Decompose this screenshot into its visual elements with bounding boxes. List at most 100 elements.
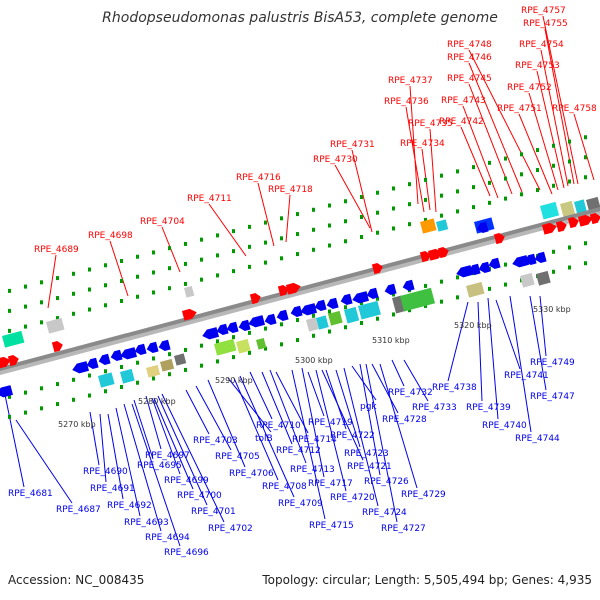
gene-label: RPE_4734 <box>400 139 445 149</box>
tick-mark <box>296 252 299 257</box>
tick-mark <box>40 386 43 391</box>
gene-block <box>256 337 267 350</box>
tick-mark <box>440 279 443 284</box>
leader-line <box>261 371 293 445</box>
tick-mark <box>344 219 347 224</box>
tick-mark <box>88 267 91 272</box>
leader-line <box>123 403 162 532</box>
tick-mark <box>568 159 571 164</box>
gene-label: RPE_4696 <box>164 548 209 558</box>
leader-line <box>99 413 107 483</box>
tick-mark <box>392 186 395 191</box>
leader-line <box>391 359 405 387</box>
tick-mark <box>184 241 187 246</box>
leader-line <box>403 359 429 402</box>
reverse-gene-arrow <box>120 347 138 360</box>
leader-line <box>227 377 272 433</box>
tick-mark <box>8 328 11 333</box>
tick-mark <box>8 414 11 419</box>
gene-label: RPE_4718 <box>268 185 313 195</box>
leader-line <box>365 363 398 523</box>
tick-mark <box>88 307 91 312</box>
gene-block <box>466 281 485 298</box>
tick-label: 5310 kbp <box>372 336 410 345</box>
leader-line <box>477 301 483 402</box>
tick-mark <box>232 335 235 340</box>
reverse-gene-arrow <box>264 313 277 325</box>
leader-line <box>157 395 208 506</box>
leader-line <box>195 385 232 451</box>
tick-mark <box>216 339 219 344</box>
gene-label: RPE_4706 <box>229 469 274 479</box>
gene-block <box>344 306 360 324</box>
tick-mark <box>552 249 555 254</box>
tick-mark <box>424 217 427 222</box>
tick-mark <box>168 372 171 377</box>
tick-mark <box>408 222 411 227</box>
tick-mark <box>120 258 123 263</box>
leader-line <box>89 411 100 466</box>
leader-line <box>161 393 225 523</box>
gene-block <box>45 317 65 334</box>
tick-mark <box>88 287 91 292</box>
gene-label: RPE_4719 <box>308 418 353 428</box>
tick-mark <box>152 376 155 381</box>
tick-mark <box>72 377 75 382</box>
tick-mark <box>200 277 203 282</box>
gene-label: RPE_4736 <box>384 97 429 107</box>
gene-block <box>435 219 449 232</box>
gene-label: RPE_4722 <box>330 431 375 441</box>
gene-label: RPE_4728 <box>382 415 427 425</box>
leader-lines <box>3 15 595 547</box>
tick-label: 5290 kbp <box>215 376 253 385</box>
tick-mark <box>136 294 139 299</box>
tick-mark <box>312 313 315 318</box>
tick-mark <box>536 148 539 153</box>
tick-mark <box>392 312 395 317</box>
tick-mark <box>456 209 459 214</box>
reverse-gene-arrow <box>476 221 489 233</box>
gene-block <box>536 270 551 286</box>
gene-label: RPE_4687 <box>56 505 101 515</box>
tick-mark <box>24 324 27 329</box>
forward-gene-arrow <box>577 214 593 227</box>
gene-block <box>420 218 437 234</box>
tick-mark <box>72 271 75 276</box>
tick-mark <box>232 249 235 254</box>
reverse-gene-arrow <box>402 279 415 291</box>
gene-label: RPE_4714 <box>292 435 337 445</box>
tick-mark <box>248 350 251 355</box>
leader-line <box>307 371 325 417</box>
tick-mark <box>56 296 59 301</box>
tick-mark <box>264 260 267 265</box>
tick-mark <box>472 165 475 170</box>
tick-mark <box>552 183 555 188</box>
tick-mark <box>424 197 427 202</box>
tick-mark <box>88 393 91 398</box>
leader-line <box>269 369 307 464</box>
gene-label: RPE_4727 <box>381 524 426 534</box>
gene-label: RPE_4749 <box>530 358 575 368</box>
leader-line <box>495 299 521 370</box>
gene-label: RPE_4713 <box>290 465 335 475</box>
reverse-gene-arrow <box>534 251 547 263</box>
tick-mark <box>152 290 155 295</box>
reverse-gene-arrow <box>226 321 239 333</box>
gene-label: RPE_4710 <box>256 421 301 431</box>
reverse-gene-arrow <box>524 253 537 265</box>
gene-label: RPE_4711 <box>187 194 232 204</box>
tick-mark <box>168 246 171 251</box>
gene-label: RPE_4757 <box>521 6 566 16</box>
leader-line <box>536 70 565 189</box>
reverse-gene-arrow <box>72 361 90 374</box>
leader-line <box>233 377 279 481</box>
leader-line <box>539 295 547 357</box>
gene-label: RPE_4716 <box>236 173 281 183</box>
gene-label: RPE_4697 <box>145 451 190 461</box>
accession-label: Accession: NC_008435 <box>8 573 145 587</box>
tick-mark <box>296 232 299 237</box>
gene-label: RPE_4720 <box>330 493 375 503</box>
reverse-gene-arrow <box>0 385 14 398</box>
gene-label: RPE_4701 <box>191 507 236 517</box>
